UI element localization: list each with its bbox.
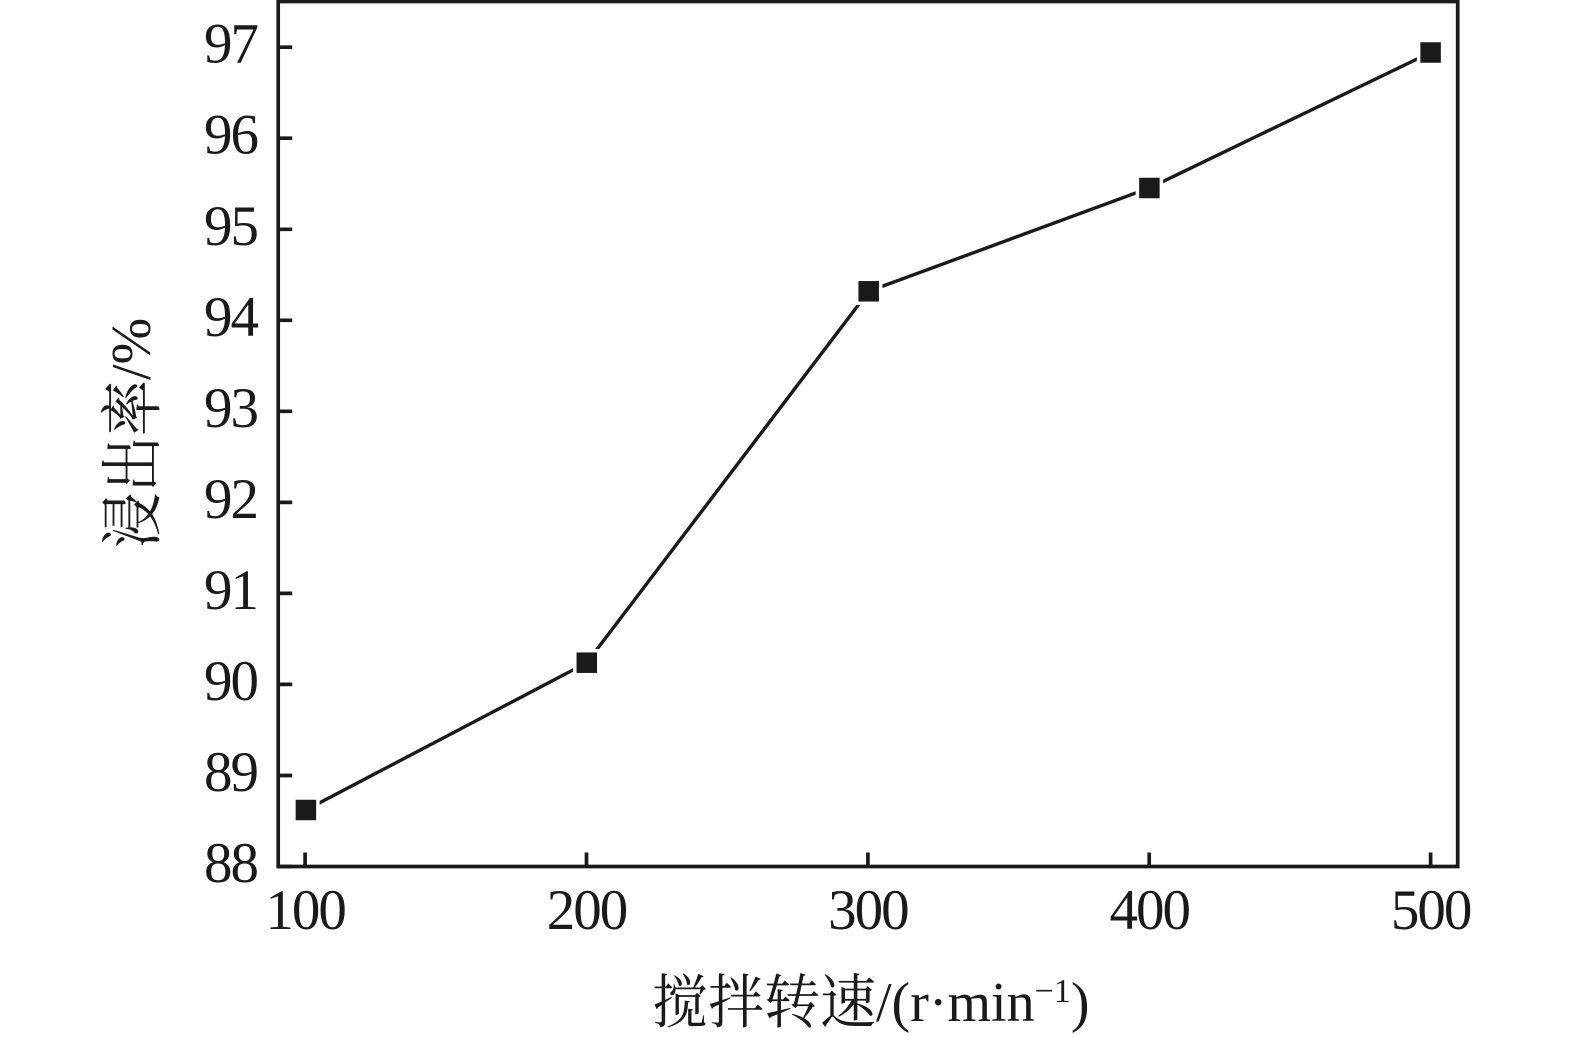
- svg-text:90: 90: [204, 650, 258, 713]
- svg-text:/%: /%: [101, 318, 163, 380]
- svg-text:95: 95: [204, 195, 258, 258]
- svg-text:100: 100: [265, 879, 345, 942]
- svg-text:/(r·min−1): /(r·min−1): [876, 972, 1089, 1034]
- svg-text:92: 92: [204, 468, 257, 531]
- svg-text:93: 93: [204, 377, 258, 440]
- svg-text:97: 97: [204, 13, 258, 76]
- svg-text:300: 300: [828, 879, 908, 942]
- svg-text:500: 500: [1391, 879, 1471, 942]
- svg-text:89: 89: [204, 741, 258, 804]
- svg-text:400: 400: [1109, 879, 1189, 942]
- svg-text:91: 91: [204, 559, 257, 622]
- svg-text:94: 94: [204, 286, 259, 349]
- svg-text:200: 200: [547, 879, 627, 942]
- svg-text:88: 88: [204, 832, 258, 895]
- svg-text:96: 96: [204, 104, 258, 167]
